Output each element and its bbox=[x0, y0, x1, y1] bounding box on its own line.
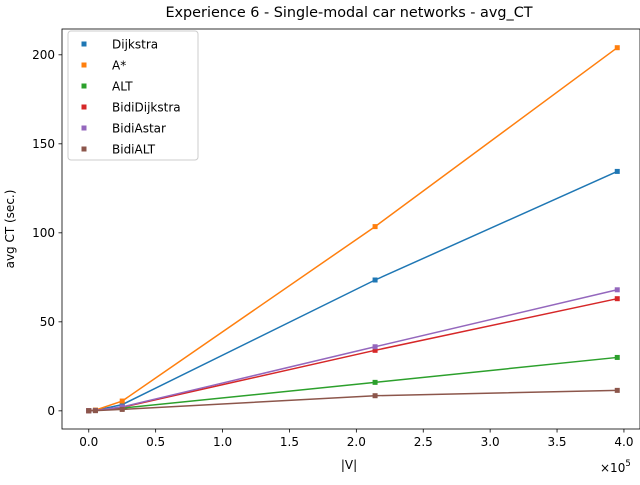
y-axis-label: avg CT (sec.) bbox=[3, 190, 17, 269]
data-point-bidiastar bbox=[614, 287, 620, 293]
x-tick-label: 2.5 bbox=[414, 435, 433, 449]
legend-marker bbox=[81, 62, 87, 68]
x-tick-label: 3.0 bbox=[481, 435, 500, 449]
x-axis-multiplier-base: ×10 bbox=[600, 461, 625, 475]
series-line-bidialt bbox=[88, 389, 618, 412]
data-point-bididijkstra bbox=[372, 347, 378, 353]
legend-label: BidiALT bbox=[112, 143, 156, 157]
legend-marker bbox=[81, 146, 87, 152]
plot-area bbox=[86, 45, 620, 414]
x-axis: 0.0 0.5 1.0 1.5 2.0 2.5 3.0 3.5 4.0 bbox=[79, 429, 633, 449]
x-axis-multiplier-exponent: 5 bbox=[625, 459, 630, 469]
legend-label: Dijkstra bbox=[112, 38, 158, 52]
legend-marker bbox=[81, 83, 87, 89]
legend-marker bbox=[81, 41, 87, 47]
legend: Dijkstra A* ALT BidiDijkstra BidiAstar BidiAL… bbox=[67, 30, 199, 161]
legend-marker bbox=[81, 125, 87, 131]
y-tick-label: 100 bbox=[32, 226, 55, 240]
x-tick-label: 3.5 bbox=[547, 435, 566, 449]
legend-label: BidiDijkstra bbox=[112, 101, 181, 115]
plot-frame bbox=[61, 28, 640, 430]
x-axis-multiplier: ×105 bbox=[600, 459, 631, 475]
data-point-bidiastar bbox=[372, 344, 378, 350]
x-tick-label: 1.0 bbox=[213, 435, 232, 449]
legend-label: A* bbox=[112, 59, 126, 73]
data-point-bididijkstra bbox=[614, 296, 620, 302]
y-axis: 0 50 100 150 200 bbox=[32, 48, 62, 418]
data-point-bidialt bbox=[86, 408, 92, 414]
data-point-bidialt bbox=[372, 393, 378, 399]
y-tick-label: 50 bbox=[40, 315, 55, 329]
legend-box bbox=[67, 30, 199, 161]
data-point-alt bbox=[614, 354, 620, 360]
data-point-alt bbox=[372, 379, 378, 385]
data-point-dijkstra bbox=[614, 168, 620, 174]
x-tick-label: 0.0 bbox=[79, 435, 98, 449]
y-tick-label: 0 bbox=[47, 404, 55, 418]
y-tick-label: 150 bbox=[32, 137, 55, 151]
series-line-dijkstra bbox=[88, 170, 618, 412]
data-point-a- bbox=[119, 398, 125, 404]
legend-marker bbox=[81, 104, 87, 110]
x-tick-label: 1.5 bbox=[280, 435, 299, 449]
x-tick-label: 2.0 bbox=[347, 435, 366, 449]
data-point-bidialt bbox=[119, 406, 125, 412]
x-tick-label: 4.0 bbox=[614, 435, 633, 449]
x-tick-label: 0.5 bbox=[146, 435, 165, 449]
series-line-bididijkstra bbox=[88, 297, 618, 412]
x-axis-label: |V| bbox=[341, 458, 357, 472]
legend-label: BidiAstar bbox=[112, 122, 166, 136]
legend-label: ALT bbox=[112, 80, 133, 94]
data-point-bidialt bbox=[92, 408, 98, 414]
chart-title: Experience 6 - Single-modal car networks… bbox=[165, 5, 532, 21]
y-tick-label: 200 bbox=[32, 48, 55, 62]
data-point-a- bbox=[614, 45, 620, 51]
data-point-dijkstra bbox=[372, 277, 378, 283]
data-point-bidialt bbox=[614, 387, 620, 393]
series-line-alt bbox=[88, 356, 618, 412]
data-point-a- bbox=[372, 224, 378, 230]
